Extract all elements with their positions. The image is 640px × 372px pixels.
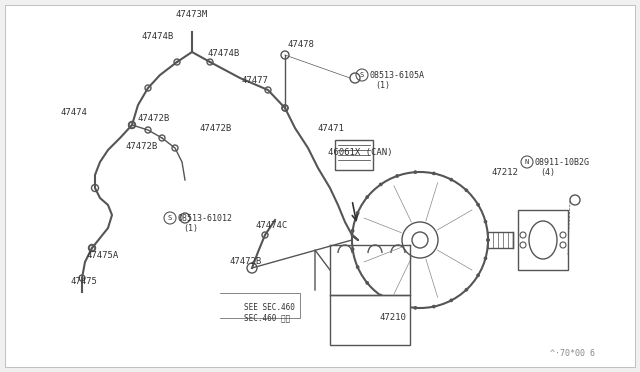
- Text: 47473M: 47473M: [175, 10, 207, 19]
- Circle shape: [351, 229, 354, 232]
- Circle shape: [396, 302, 399, 305]
- Text: SEE SEC.460: SEE SEC.460: [244, 302, 295, 311]
- Circle shape: [365, 196, 369, 199]
- Text: 47472B: 47472B: [125, 141, 157, 151]
- Ellipse shape: [529, 221, 557, 259]
- Text: 47472B: 47472B: [138, 113, 170, 122]
- Text: 47474: 47474: [60, 108, 87, 116]
- Text: (4): (4): [540, 167, 555, 176]
- Circle shape: [477, 274, 479, 277]
- Text: 08911-10B2G: 08911-10B2G: [535, 157, 590, 167]
- Text: SEC.460 参照: SEC.460 参照: [244, 314, 291, 323]
- Circle shape: [433, 172, 435, 175]
- Circle shape: [433, 305, 435, 308]
- Text: 47471: 47471: [318, 124, 345, 132]
- Text: 47474B: 47474B: [207, 48, 239, 58]
- Text: S: S: [168, 215, 172, 221]
- Text: N: N: [525, 159, 529, 165]
- Circle shape: [380, 294, 382, 297]
- Bar: [335, 140, 373, 170]
- Text: 47475: 47475: [70, 278, 97, 286]
- Text: 47475A: 47475A: [86, 250, 118, 260]
- Circle shape: [414, 171, 417, 174]
- Text: 47472B: 47472B: [230, 257, 262, 266]
- Circle shape: [356, 266, 359, 269]
- Circle shape: [465, 189, 468, 192]
- Text: 47212: 47212: [492, 167, 519, 176]
- Text: 47478: 47478: [288, 39, 315, 48]
- Text: (1): (1): [183, 224, 198, 232]
- Circle shape: [465, 288, 468, 291]
- Circle shape: [351, 248, 354, 251]
- Circle shape: [484, 220, 487, 223]
- Circle shape: [380, 183, 382, 186]
- Circle shape: [365, 281, 369, 285]
- Text: 08513-6105A: 08513-6105A: [370, 71, 425, 80]
- Circle shape: [414, 306, 417, 310]
- Text: S: S: [360, 72, 364, 78]
- Circle shape: [356, 211, 359, 214]
- Bar: [330, 295, 410, 345]
- Text: 47474B: 47474B: [142, 32, 174, 41]
- Text: 47477: 47477: [242, 76, 269, 84]
- Bar: [518, 210, 568, 270]
- Text: 47474C: 47474C: [256, 221, 288, 230]
- Circle shape: [484, 257, 487, 260]
- Circle shape: [486, 238, 490, 241]
- Text: ^·70*00 6: ^·70*00 6: [550, 349, 595, 358]
- Circle shape: [450, 178, 452, 181]
- Circle shape: [396, 174, 399, 177]
- Text: (1): (1): [375, 80, 390, 90]
- Text: 47472B: 47472B: [200, 124, 232, 132]
- Circle shape: [477, 203, 479, 206]
- Text: 47210: 47210: [380, 314, 407, 323]
- Text: 46061X (CAN): 46061X (CAN): [328, 148, 392, 157]
- Text: 08513-61012: 08513-61012: [178, 214, 233, 222]
- Circle shape: [450, 299, 452, 302]
- Circle shape: [486, 238, 490, 241]
